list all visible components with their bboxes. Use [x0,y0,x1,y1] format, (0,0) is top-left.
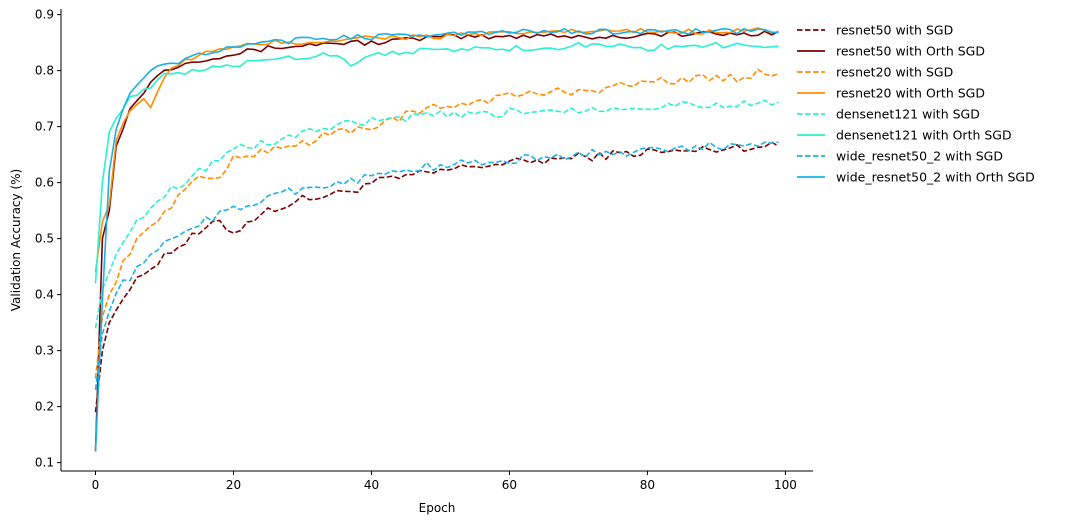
legend-label: wide_resnet50_2 with Orth SGD [836,170,1035,185]
legend-label: wide_resnet50_2 with SGD [836,149,1003,164]
series-line-1 [94,30,779,452]
y-ticks: 0.1 0.2 0.3 0.4 0.5 0.6 0.7 0.8 0.9 [35,8,61,470]
x-tick-label: 0 [92,478,100,492]
series-line-7 [94,27,779,452]
y-tick-label: 0.3 [35,344,54,358]
series-line-2 [94,68,779,379]
y-tick-label: 0.5 [35,232,54,246]
x-tick-label: 20 [226,478,241,492]
y-tick-label: 0.1 [35,456,54,470]
x-tick-label: 80 [640,478,655,492]
y-axis-label: Validation Accuracy (%) [9,169,23,311]
x-tick-label: 60 [502,478,517,492]
legend-label: densenet121 with SGD [836,107,980,122]
x-tick-label: 100 [774,478,797,492]
legend-label: resnet50 with SGD [836,23,953,38]
x-tick-label: 40 [364,478,379,492]
series-line-5 [94,41,779,284]
y-tick-label: 0.9 [35,8,54,22]
y-tick-label: 0.7 [35,120,54,134]
legend-label: resnet20 with Orth SGD [836,86,985,101]
y-tick-label: 0.4 [35,288,54,302]
y-tick-label: 0.8 [35,64,54,78]
y-tick-label: 0.6 [35,176,54,190]
x-axis-label: Epoch [419,501,456,515]
series-layer [94,27,779,452]
plot-area: 0 20 40 60 80 100 0.1 0.2 0.3 0.4 0.5 0.6 0.7 0.8 0.9 [35,8,813,492]
series-line-6 [94,141,779,390]
y-tick-label: 0.2 [35,400,54,414]
legend-label: resnet50 with Orth SGD [836,44,985,59]
series-line-4 [94,99,779,329]
legend-label: resnet20 with SGD [836,65,953,80]
series-line-0 [94,141,779,413]
x-ticks: 0 20 40 60 80 100 [92,471,797,492]
legend-label: densenet121 with Orth SGD [836,128,1012,143]
legend: resnet50 with SGD resnet50 with Orth SGD r… [797,23,1035,185]
